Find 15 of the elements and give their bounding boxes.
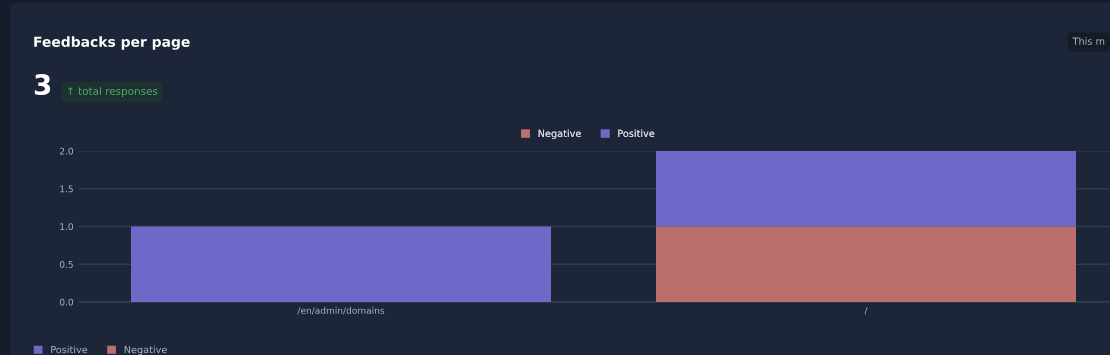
y-tick-label: 1.5 [60,185,73,193]
text: 3 [34,74,51,96]
x-tick-label: /en/admin/domains [297,306,385,315]
legend-label: Negative [538,129,581,139]
y-tick-label: 2.0 [59,147,74,155]
text: ↑ total responses [68,86,158,98]
x-tick-label: / [864,307,868,315]
y-tick-label: 0.5 [59,260,73,268]
text: Negative [124,345,167,355]
legend-label: Positive [618,129,655,138]
chart-title: Feedbacks per page [34,36,190,50]
y-tick-label: 0.0 [59,298,74,306]
text: This m [1072,37,1105,45]
text: Positive [51,345,88,354]
y-tick-label: 1.0 [60,223,74,231]
